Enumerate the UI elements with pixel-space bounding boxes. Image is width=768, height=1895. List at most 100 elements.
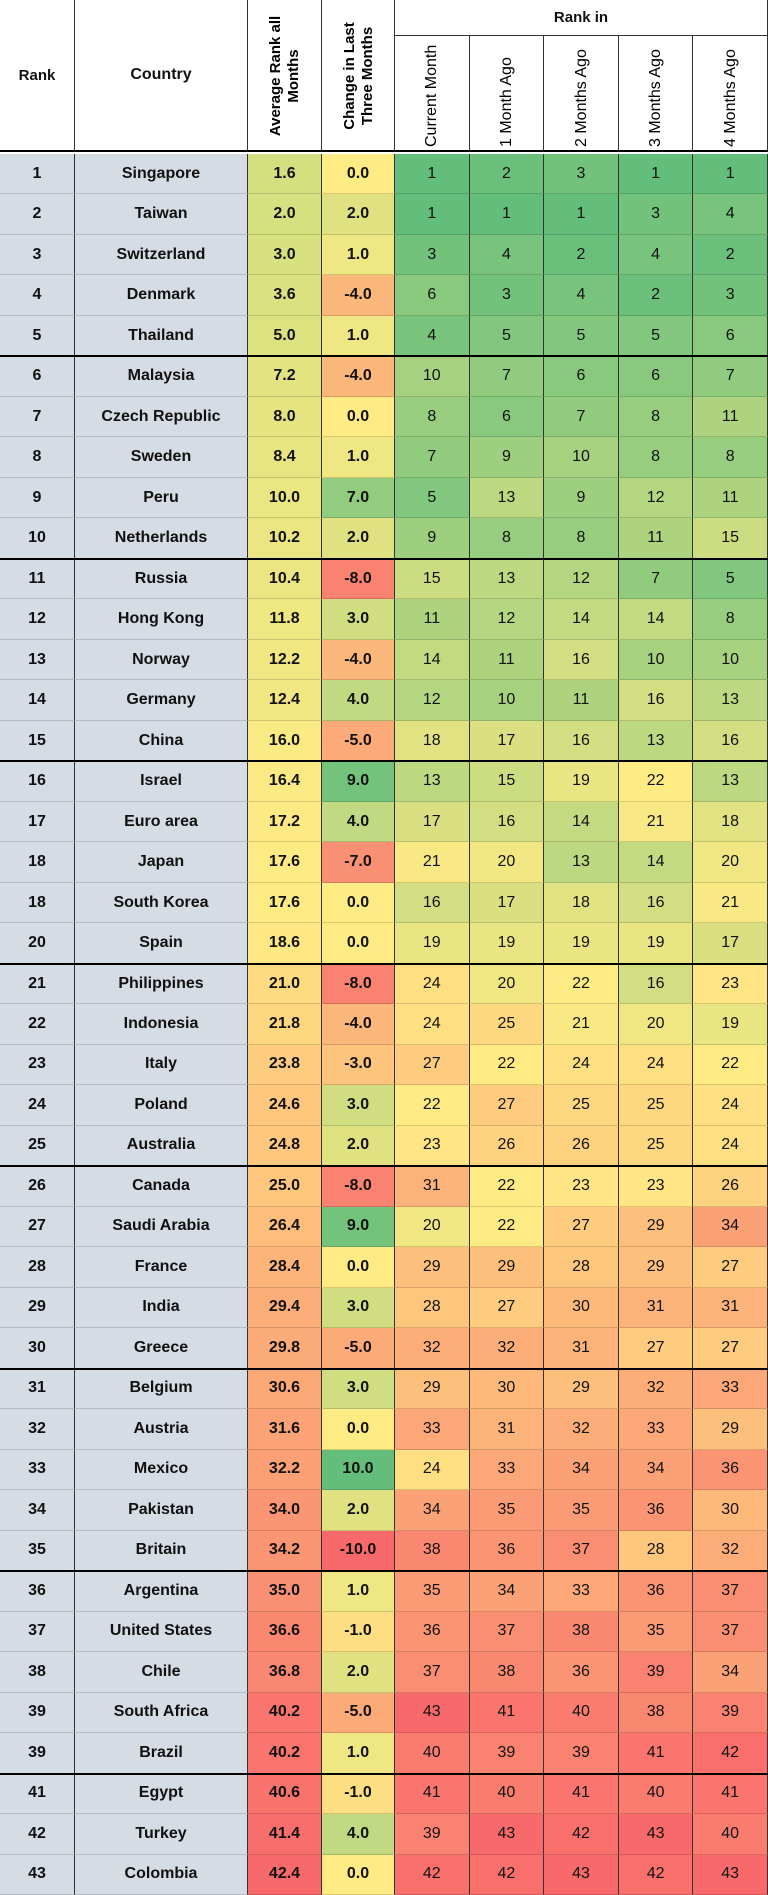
rank-cell: 6 [0, 356, 75, 397]
header-rotated: 2 Months Ago [572, 49, 590, 147]
month-rank-cell: 19 [395, 923, 470, 964]
month-rank-cell: 37 [469, 1611, 545, 1653]
change-cell: 3.0 [322, 1085, 395, 1126]
change-cell: -4.0 [322, 275, 395, 316]
average-cell: 36.6 [248, 1611, 322, 1653]
month-rank-cell: 27 [469, 1085, 545, 1126]
rank-cell: 15 [0, 720, 75, 762]
month-rank-cell: 39 [618, 1652, 694, 1693]
month-rank-cell: 27 [693, 1328, 768, 1369]
month-rank-cell: 6 [395, 275, 470, 316]
change-cell: 0.0 [322, 1247, 395, 1288]
month-rank-cell: 34 [693, 1206, 768, 1248]
month-rank-cell: 29 [544, 1368, 619, 1410]
rank-cell: 17 [0, 801, 75, 843]
rank-cell: 8 [0, 437, 75, 478]
month-rank-cell: 27 [395, 1044, 470, 1086]
rank-cell: 10 [0, 518, 75, 559]
month-rank-cell: 34 [469, 1571, 545, 1612]
month-rank-cell: 26 [693, 1166, 768, 1207]
country-cell: Turkey [75, 1814, 248, 1855]
country-cell: Argentina [75, 1571, 248, 1612]
average-cell: 2.0 [248, 194, 322, 235]
average-cell: 42.4 [248, 1854, 322, 1895]
month-rank-cell: 38 [469, 1652, 545, 1693]
month-rank-cell: 22 [469, 1166, 545, 1207]
average-cell: 26.4 [248, 1206, 322, 1248]
rank-cell: 1 [0, 154, 75, 195]
average-cell: 10.4 [248, 558, 322, 600]
rank-cell: 9 [0, 477, 75, 519]
rank-cell: 23 [0, 1044, 75, 1086]
month-rank-cell: 43 [618, 1814, 694, 1855]
month-rank-cell: 17 [469, 882, 545, 924]
month-rank-cell: 31 [395, 1166, 470, 1207]
month-rank-cell: 20 [693, 842, 768, 883]
month-rank-cell: 37 [693, 1611, 768, 1653]
month-rank-cell: 1 [469, 194, 545, 235]
country-cell: Malaysia [75, 356, 248, 397]
month-rank-cell: 42 [544, 1814, 619, 1855]
month-rank-cell: 18 [693, 801, 768, 843]
month-rank-cell: 2 [469, 154, 545, 195]
month-rank-cell: 26 [544, 1125, 619, 1167]
rank-cell: 35 [0, 1530, 75, 1572]
month-rank-cell: 21 [395, 842, 470, 883]
month-rank-cell: 36 [469, 1530, 545, 1572]
month-rank-cell: 20 [469, 842, 545, 883]
month-rank-cell: 3 [618, 194, 694, 235]
month-rank-cell: 6 [693, 315, 768, 357]
month-rank-cell: 32 [395, 1328, 470, 1369]
month-rank-cell: 19 [693, 1004, 768, 1045]
rank-cell: 4 [0, 275, 75, 316]
month-rank-cell: 18 [395, 720, 470, 762]
month-rank-cell: 15 [469, 761, 545, 802]
average-cell: 21.0 [248, 963, 322, 1005]
change-cell: -4.0 [322, 639, 395, 681]
header-cell [544, 36, 619, 152]
month-rank-cell: 39 [544, 1733, 619, 1774]
month-rank-cell: 5 [618, 315, 694, 357]
month-rank-cell: 15 [395, 558, 470, 600]
month-rank-cell: 42 [693, 1733, 768, 1774]
country-cell: China [75, 720, 248, 762]
group-separator [0, 355, 768, 358]
rank-cell: 24 [0, 1085, 75, 1126]
country-cell: Saudi Arabia [75, 1206, 248, 1248]
month-rank-cell: 16 [693, 720, 768, 762]
country-cell: Britain [75, 1530, 248, 1572]
month-rank-cell: 35 [544, 1490, 619, 1531]
month-rank-cell: 4 [693, 194, 768, 235]
month-rank-cell: 1 [395, 154, 470, 195]
header-rotated: 1 Month Ago [497, 57, 515, 147]
average-cell: 12.4 [248, 680, 322, 721]
month-rank-cell: 30 [469, 1368, 545, 1410]
month-rank-cell: 34 [693, 1652, 768, 1693]
month-rank-cell: 2 [618, 275, 694, 316]
month-rank-cell: 35 [618, 1611, 694, 1653]
change-cell: 3.0 [322, 1287, 395, 1329]
month-rank-cell: 9 [544, 477, 619, 519]
change-cell: -5.0 [322, 1328, 395, 1369]
country-cell: Brazil [75, 1733, 248, 1774]
month-rank-cell: 37 [395, 1652, 470, 1693]
month-rank-cell: 41 [618, 1733, 694, 1774]
average-cell: 28.4 [248, 1247, 322, 1288]
month-rank-cell: 42 [395, 1854, 470, 1895]
month-rank-cell: 38 [544, 1611, 619, 1653]
month-rank-cell: 22 [618, 761, 694, 802]
month-rank-cell: 41 [544, 1773, 619, 1815]
rank-cell: 26 [0, 1166, 75, 1207]
rank-cell: 37 [0, 1611, 75, 1653]
average-cell: 10.2 [248, 518, 322, 559]
change-cell: 4.0 [322, 801, 395, 843]
change-cell: -1.0 [322, 1611, 395, 1653]
month-rank-cell: 43 [469, 1814, 545, 1855]
country-cell: Indonesia [75, 1004, 248, 1045]
month-rank-cell: 4 [618, 234, 694, 276]
average-cell: 10.0 [248, 477, 322, 519]
average-cell: 8.0 [248, 396, 322, 438]
change-cell: -10.0 [322, 1530, 395, 1572]
country-cell: Denmark [75, 275, 248, 316]
header-cell: Country [75, 0, 248, 152]
